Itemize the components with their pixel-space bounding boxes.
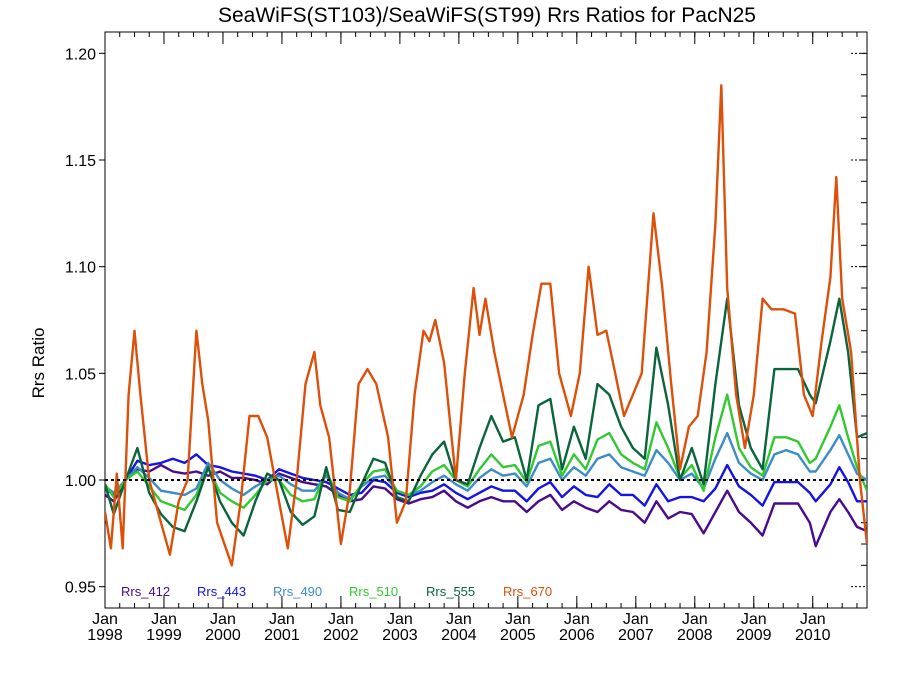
x-tick-label-year: 2006 bbox=[559, 627, 595, 644]
x-tick-label-year: 2008 bbox=[677, 627, 713, 644]
legend-entry-rrs-443: Rrs_443 bbox=[197, 584, 246, 599]
series-line-rrs-443 bbox=[105, 453, 867, 507]
x-tick-label-year: 2004 bbox=[441, 627, 477, 644]
x-tick-label-month: Jan bbox=[269, 611, 295, 628]
y-axis-label: Rrs Ratio bbox=[29, 328, 48, 399]
x-tick-label-year: 2002 bbox=[323, 627, 359, 644]
y-tick-label: 1.15 bbox=[65, 153, 96, 170]
plot-frame bbox=[104, 31, 868, 609]
x-tick-label-year: 2010 bbox=[795, 627, 831, 644]
x-tick-label-year: 2007 bbox=[618, 627, 654, 644]
x-tick-label-month: Jan bbox=[623, 611, 649, 628]
legend-entry-rrs-490: Rrs_490 bbox=[273, 584, 322, 599]
series-line-rrs-670 bbox=[105, 84, 867, 567]
y-tick-label: 1.10 bbox=[65, 260, 96, 277]
legend-entry-rrs-555: Rrs_555 bbox=[426, 584, 475, 599]
series-line-rrs-510 bbox=[105, 393, 867, 512]
y-tick-label: 0.95 bbox=[65, 580, 96, 597]
x-tick-label-month: Jan bbox=[387, 611, 413, 628]
x-tick-label-month: Jan bbox=[210, 611, 236, 628]
x-tick-label-month: Jan bbox=[800, 611, 826, 628]
plot-area: 0.951.001.051.101.151.20Jan1998Jan1999Ja… bbox=[65, 31, 868, 644]
x-tick-label-month: Jan bbox=[328, 611, 354, 628]
legend-entry-rrs-670: Rrs_670 bbox=[503, 584, 552, 599]
series-line-rrs-490 bbox=[105, 431, 867, 501]
x-tick-label-year: 2005 bbox=[500, 627, 536, 644]
x-tick-label-year: 2001 bbox=[264, 627, 300, 644]
x-tick-label-year: 2003 bbox=[382, 627, 418, 644]
x-tick-label-year: 1999 bbox=[146, 627, 182, 644]
x-tick-label-month: Jan bbox=[682, 611, 708, 628]
chart-title: SeaWiFS(ST103)/SeaWiFS(ST99) Rrs Ratios … bbox=[218, 4, 756, 27]
legend-entry-rrs-510: Rrs_510 bbox=[349, 584, 398, 599]
x-tick-label-year: 1998 bbox=[87, 627, 123, 644]
x-tick-label-month: Jan bbox=[564, 611, 590, 628]
legend-entry-rrs-412: Rrs_412 bbox=[121, 584, 170, 599]
x-tick-label-month: Jan bbox=[505, 611, 531, 628]
x-tick-label-month: Jan bbox=[446, 611, 472, 628]
x-tick-label-month: Jan bbox=[151, 611, 177, 628]
y-tick-label: 1.00 bbox=[65, 473, 96, 490]
x-tick-label-month: Jan bbox=[741, 611, 767, 628]
x-tick-label-year: 2009 bbox=[736, 627, 772, 644]
x-tick-label-month: Jan bbox=[92, 611, 118, 628]
y-tick-label: 1.20 bbox=[65, 46, 96, 63]
y-tick-label: 1.05 bbox=[65, 366, 96, 383]
series-line-rrs-412 bbox=[105, 463, 867, 548]
series-line-rrs-555 bbox=[105, 297, 867, 537]
x-tick-label-year: 2000 bbox=[205, 627, 241, 644]
series-group bbox=[105, 84, 867, 567]
